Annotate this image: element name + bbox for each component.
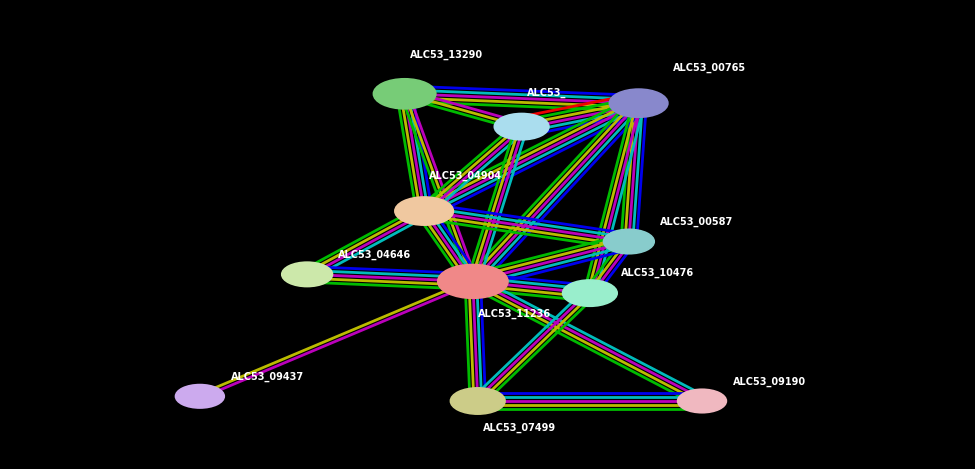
Circle shape	[176, 385, 224, 408]
Text: ALC53_04904: ALC53_04904	[429, 170, 502, 181]
Text: ALC53_11236: ALC53_11236	[478, 309, 551, 319]
Text: ALC53_00765: ALC53_00765	[673, 62, 746, 73]
Text: ALC53_09190: ALC53_09190	[733, 377, 806, 387]
Text: ALC53_04646: ALC53_04646	[338, 250, 411, 260]
Circle shape	[678, 389, 726, 413]
Circle shape	[395, 197, 453, 225]
Circle shape	[604, 229, 654, 254]
Circle shape	[609, 89, 668, 117]
Text: ALC53_07499: ALC53_07499	[483, 423, 556, 433]
Text: ALC53_13290: ALC53_13290	[410, 50, 483, 60]
Text: ALC53_09437: ALC53_09437	[231, 372, 304, 382]
Circle shape	[282, 262, 332, 287]
Text: ALC53_10476: ALC53_10476	[621, 267, 694, 278]
Text: ALC53_: ALC53_	[526, 88, 565, 98]
Circle shape	[563, 280, 617, 306]
Circle shape	[373, 79, 436, 109]
Circle shape	[494, 113, 549, 140]
Circle shape	[450, 388, 505, 414]
Text: ALC53_00587: ALC53_00587	[660, 217, 733, 227]
Circle shape	[438, 265, 508, 298]
